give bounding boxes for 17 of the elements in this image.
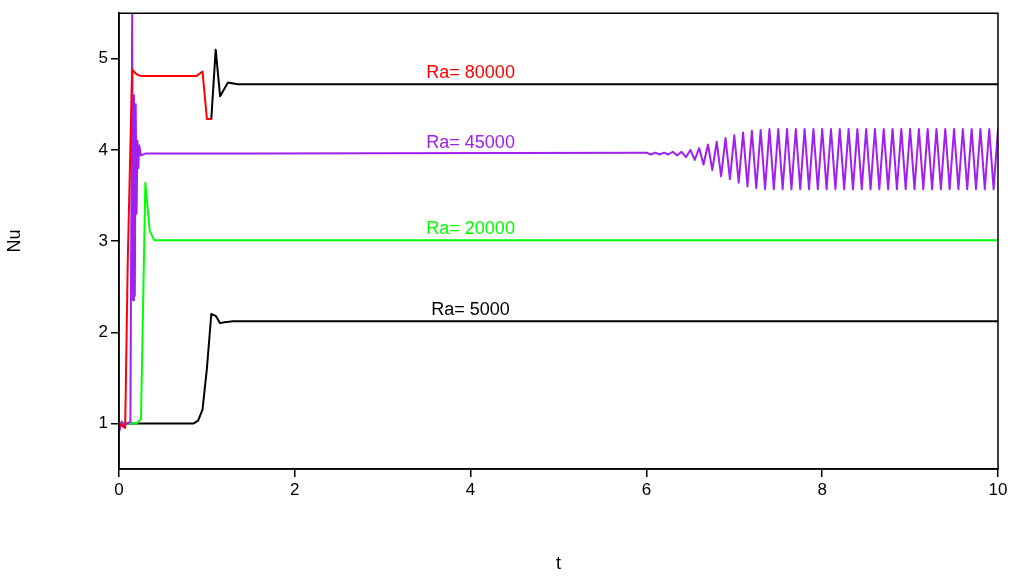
x-tick-label: 10 — [988, 479, 1008, 499]
series-label: Ra= 5000 — [431, 299, 510, 320]
x-tick-label: 0 — [114, 479, 124, 499]
text: Ra= 80000 — [426, 62, 515, 83]
series-label: Ra= 20000 — [426, 218, 515, 239]
y-tick-label: 3 — [98, 230, 108, 250]
x-tick-label: 4 — [465, 479, 476, 499]
x-tick-label: 2 — [290, 479, 300, 499]
x-tick-label: 8 — [817, 479, 827, 499]
y-tick-label: 2 — [98, 321, 108, 341]
series-label: Ra= 45000 — [426, 131, 515, 152]
x-tick-label: 6 — [641, 479, 652, 499]
y-tick-label: 1 — [98, 413, 108, 433]
y-axis-title: Nu — [3, 229, 24, 253]
y-tick-label: 5 — [98, 48, 108, 68]
x-axis-title: t — [555, 553, 562, 574]
y-tick-label: 4 — [98, 139, 108, 159]
